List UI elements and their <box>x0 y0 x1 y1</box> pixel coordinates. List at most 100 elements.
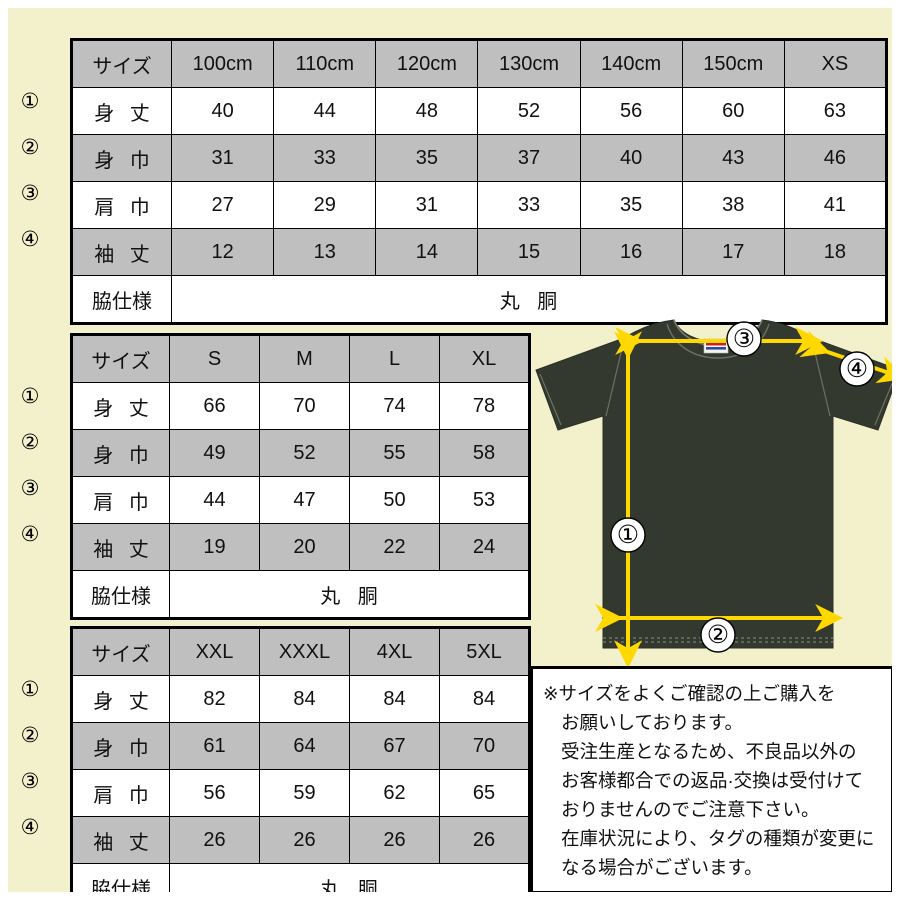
tshirt-diagram: ③ ④ ① ② <box>528 308 892 668</box>
callout-2-label: ② <box>707 620 729 649</box>
cell: 13 <box>273 228 377 276</box>
adult-marker-column: ① ② ③ ④ <box>8 373 52 557</box>
cell: 31 <box>171 134 275 182</box>
column-header: 120cm <box>375 39 479 88</box>
cell: 70 <box>259 382 350 430</box>
cell: 26 <box>259 816 350 864</box>
table-row: 袖 丈 26 26 26 26 <box>71 816 530 864</box>
note-line: ※サイズをよくご確認の上ご購入を <box>543 683 836 704</box>
note-line: 受注生産となるため、不良品以外の <box>561 741 857 762</box>
cell: 66 <box>169 382 260 430</box>
column-header: M <box>259 334 350 383</box>
callout-2: ② <box>700 617 736 653</box>
cell: 40 <box>579 134 683 182</box>
cell: 60 <box>681 87 785 135</box>
cell: 17 <box>681 228 785 276</box>
column-header: 130cm <box>477 39 581 88</box>
table-header-row: サイズ 100cm 110cm 120cm 130cm 140cm 150cm … <box>70 39 888 88</box>
callout-1: ① <box>610 517 646 553</box>
cell: 27 <box>171 181 275 229</box>
cell: 19 <box>169 523 260 571</box>
row-label: 脇仕様 <box>71 863 170 892</box>
table-row: 身 丈 82 84 84 84 <box>71 675 530 723</box>
cell: 56 <box>169 769 260 817</box>
row-label: 袖 丈 <box>70 228 173 276</box>
table-row: 袖 丈 19 20 22 24 <box>71 523 530 571</box>
kids-marker-column: ① ② ③ ④ <box>8 78 52 262</box>
cell: 84 <box>259 675 350 723</box>
column-header: サイズ <box>70 39 173 88</box>
cell: 78 <box>439 382 530 430</box>
callout-4-label: ④ <box>846 354 868 383</box>
cell: 84 <box>439 675 530 723</box>
cell: 31 <box>375 181 479 229</box>
table-footer-row: 脇仕様 丸 胴 <box>71 570 530 619</box>
cell: 14 <box>375 228 479 276</box>
callout-1-label: ① <box>617 520 639 549</box>
cell: 15 <box>477 228 581 276</box>
note-line: おりませんのでご注意下さい。 <box>561 799 820 820</box>
marker-1: ① <box>20 88 40 113</box>
cell: 52 <box>477 87 581 135</box>
row-label: 肩 巾 <box>70 181 173 229</box>
cell: 53 <box>439 476 530 524</box>
table-row: 身 巾 31 33 35 37 40 43 46 <box>70 134 888 182</box>
cell: 49 <box>169 429 260 477</box>
column-header: XXL <box>169 627 260 676</box>
cell: 64 <box>259 722 350 770</box>
cell: 55 <box>349 429 440 477</box>
cell: 24 <box>439 523 530 571</box>
cell: 26 <box>439 816 530 864</box>
row-label: 身 丈 <box>71 382 170 430</box>
table-footer-row: 脇仕様 丸 胴 <box>71 863 530 892</box>
column-header: 5XL <box>439 627 530 676</box>
column-header: 110cm <box>273 39 377 88</box>
row-label: 脇仕様 <box>71 570 170 619</box>
bigsize-marker-column: ① ② ③ ④ <box>8 666 52 850</box>
column-header: S <box>169 334 260 383</box>
cell: 46 <box>783 134 888 182</box>
row-label: 身 丈 <box>70 87 173 135</box>
cell: 65 <box>439 769 530 817</box>
cell: 59 <box>259 769 350 817</box>
kids-size-table: サイズ 100cm 110cm 120cm 130cm 140cm 150cm … <box>70 38 888 325</box>
table-row: 身 巾 61 64 67 70 <box>71 722 530 770</box>
row-label: 袖 丈 <box>71 816 170 864</box>
marker-2: ② <box>20 134 40 159</box>
table-row: 肩 巾 56 59 62 65 <box>71 769 530 817</box>
cell: 74 <box>349 382 440 430</box>
bigsize-table: サイズ XXL XXXL 4XL 5XL 身 丈 82 84 84 84 身 巾… <box>70 626 531 892</box>
note-line: なる場合がございます。 <box>561 857 763 878</box>
adult-size-table: サイズ S M L XL 身 丈 66 70 74 78 身 巾 49 52 5… <box>70 333 531 620</box>
cell: 50 <box>349 476 440 524</box>
cell: 40 <box>171 87 275 135</box>
adult-size-table-block: ① ② ③ ④ サイズ S M L XL 身 丈 66 70 74 78 <box>21 333 531 620</box>
note-line: 在庫状況により、タグの種類が変更に <box>561 828 875 849</box>
callout-3: ③ <box>726 321 762 357</box>
cell: 43 <box>681 134 785 182</box>
cell: 29 <box>273 181 377 229</box>
table-row: 身 巾 49 52 55 58 <box>71 429 530 477</box>
callout-4: ④ <box>839 351 875 387</box>
column-header: 100cm <box>171 39 275 88</box>
row-label: 身 巾 <box>71 429 170 477</box>
row-label: 身 巾 <box>71 722 170 770</box>
cell: 56 <box>579 87 683 135</box>
kids-size-table-block: ① ② ③ ④ サイズ 100cm 110cm 120cm 130cm 140c… <box>21 38 888 325</box>
table-row: 肩 巾 44 47 50 53 <box>71 476 530 524</box>
cell: 58 <box>439 429 530 477</box>
column-header: サイズ <box>71 334 170 383</box>
marker-2: ② <box>20 429 40 454</box>
cell: 48 <box>375 87 479 135</box>
note-line: お願いしております。 <box>561 712 744 733</box>
row-label: 身 巾 <box>70 134 173 182</box>
row-label: 脇仕様 <box>70 275 173 324</box>
marker-3: ③ <box>20 768 40 793</box>
cell: 84 <box>349 675 440 723</box>
row-label: 肩 巾 <box>71 476 170 524</box>
row-label: 袖 丈 <box>71 523 170 571</box>
cell: 35 <box>375 134 479 182</box>
column-header: サイズ <box>71 627 170 676</box>
cell: 38 <box>681 181 785 229</box>
